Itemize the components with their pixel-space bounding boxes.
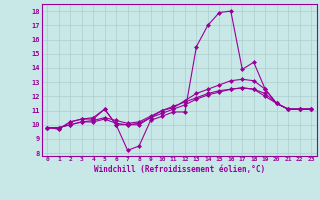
X-axis label: Windchill (Refroidissement éolien,°C): Windchill (Refroidissement éolien,°C): [94, 165, 265, 174]
